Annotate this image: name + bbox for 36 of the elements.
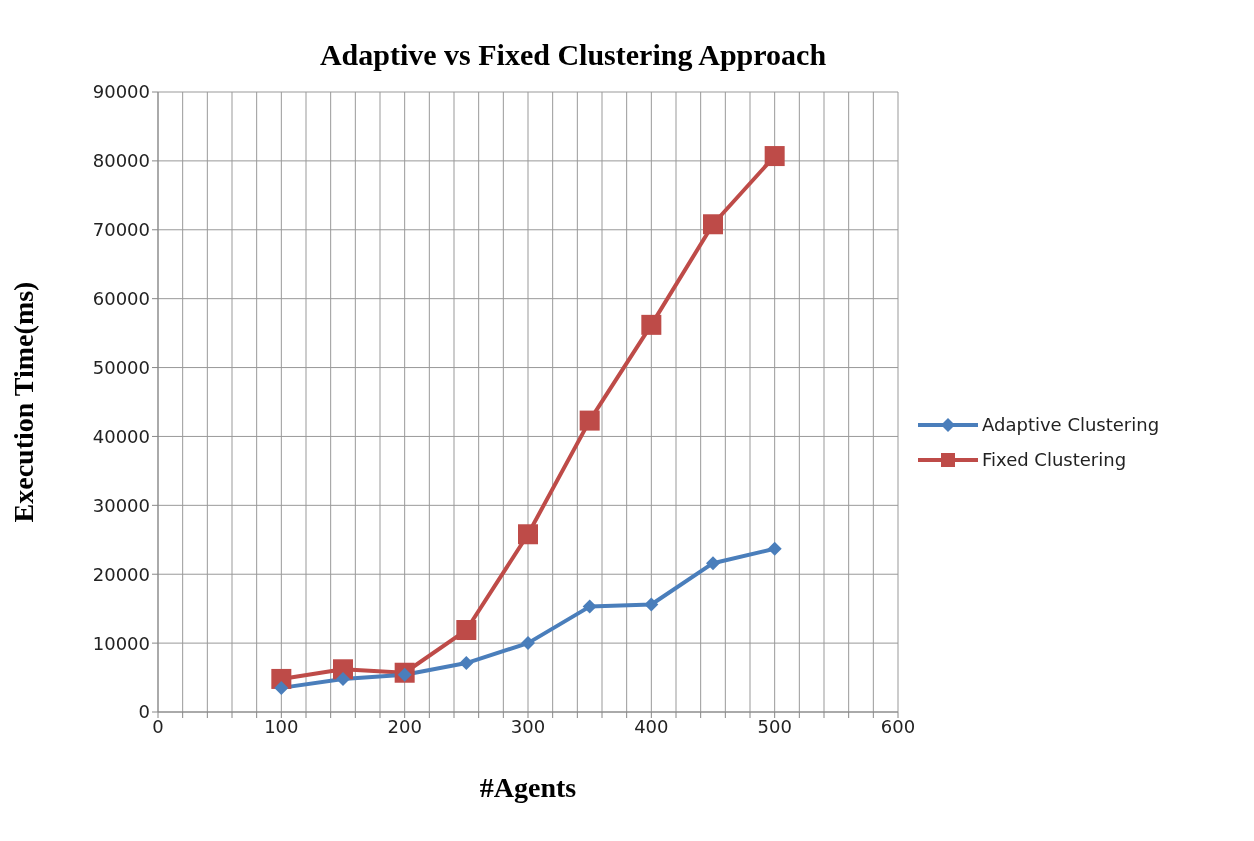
x-tick-label: 100 <box>264 715 299 737</box>
point <box>336 671 350 686</box>
x-tick-label: 0 <box>152 715 164 737</box>
point <box>764 146 785 167</box>
y-tick-label: 20000 <box>92 563 150 585</box>
y-tick-label: 30000 <box>92 494 150 516</box>
x-tick-label: 500 <box>757 715 792 737</box>
y-tick-label: 60000 <box>92 288 150 310</box>
point <box>767 541 782 556</box>
x-tick-label: 400 <box>634 715 669 737</box>
point <box>706 556 720 571</box>
x-tick-label: 600 <box>880 715 916 737</box>
point <box>644 597 659 612</box>
point <box>518 524 538 545</box>
y-tick-label: 0 <box>138 701 150 723</box>
y-tick-label: 10000 <box>92 632 150 654</box>
y-tick-label: 70000 <box>92 219 150 241</box>
x-axis-title: #Agents <box>479 772 577 803</box>
point <box>274 680 289 695</box>
y-tick-label: 80000 <box>92 150 150 172</box>
y-axis-title: Execution Time(ms) <box>7 281 39 523</box>
chart-title: Adaptive vs Fixed Clustering Approach <box>318 37 828 72</box>
point <box>641 314 662 335</box>
legend-label: Fixed Clustering <box>982 449 1127 470</box>
point <box>582 599 597 614</box>
y-tick-label: 50000 <box>92 356 150 378</box>
point <box>456 620 477 641</box>
point <box>703 214 723 235</box>
point <box>459 656 474 671</box>
x-tick-label: 200 <box>387 715 422 737</box>
y-tick-label: 90000 <box>92 81 150 103</box>
legend-label: Adaptive Clustering <box>982 414 1160 435</box>
point <box>521 636 535 651</box>
x-tick-label: 300 <box>510 715 546 737</box>
point <box>579 410 600 431</box>
y-tick-label: 40000 <box>92 425 150 447</box>
